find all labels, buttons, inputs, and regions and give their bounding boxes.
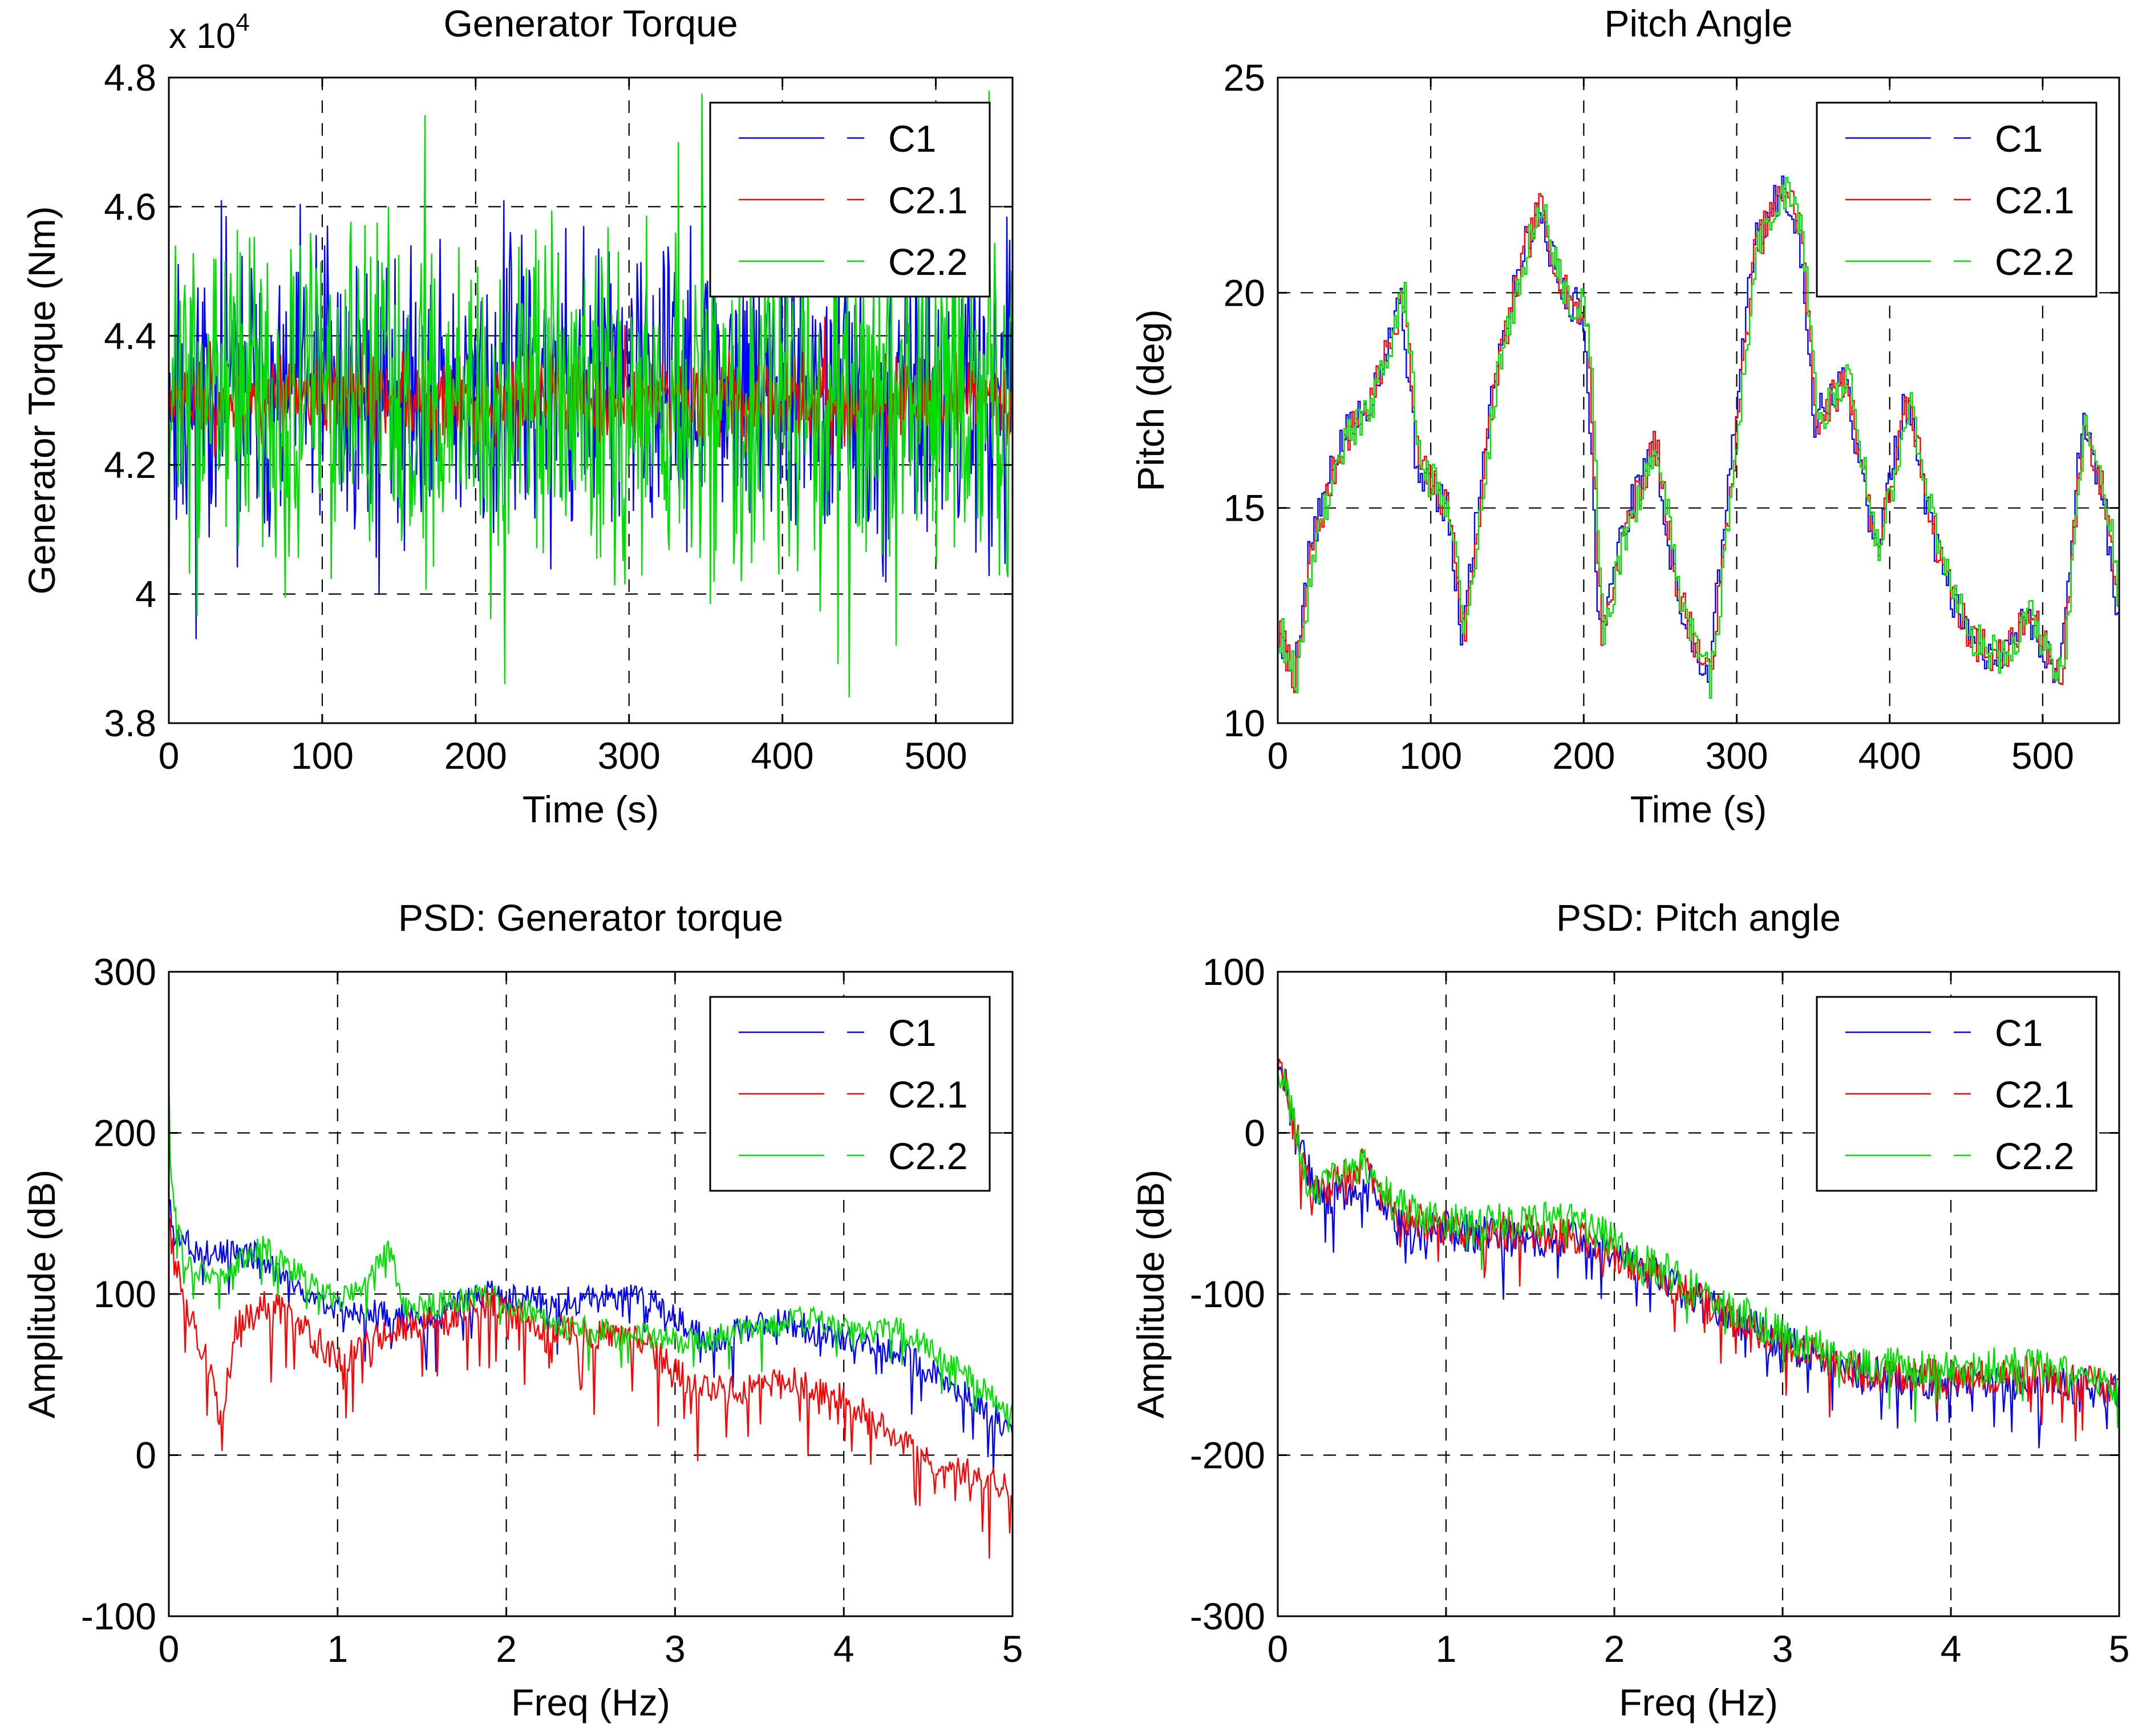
pitch-angle-axes-box [1277,76,2120,724]
psd-gen-torque-x-tick-label: 2 [496,1628,517,1670]
pitch-angle-legend: C1 C2.1 C2.2 [1816,102,2097,298]
gen-torque-y-exponent-label: x 104 [169,9,250,56]
psd-gen-torque-series-group [169,1075,1013,1559]
pitch-angle-legend-label: C1 [1995,117,2043,160]
gen-torque-x-tick-label: 200 [444,735,507,777]
gen-torque-y-axis-label: Generator Torque (Nm) [21,206,63,594]
psd-pitch-series-group [1278,1058,2119,1449]
psd-gen-torque-x-tick-label: 0 [159,1628,180,1670]
psd-pitch-y-tick-label: 0 [1244,1112,1265,1154]
psd-gen-torque-legend-label: C1 [888,1012,936,1054]
psd-gen-torque-x-tick-label: 4 [833,1628,855,1670]
psd-pitch-x-tick-label: 2 [1604,1628,1625,1670]
pitch-angle-y-axis-label: Pitch (deg) [1129,309,1172,491]
psd-pitch-x-tick-label: 1 [1436,1628,1457,1670]
pitch-angle-x-tick-label: 500 [2011,735,2074,777]
gen-torque-y-exponent-power: 4 [236,9,249,36]
psd-pitch-y-tick-label: 100 [1202,951,1265,993]
gen-torque-y-tick-label: 4.2 [104,444,156,486]
psd-gen-torque-y-axis-label: Amplitude (dB) [21,1170,63,1419]
gen-torque-title: Generator Torque [443,2,738,44]
gen-torque-x-tick-label: 300 [598,735,661,777]
psd-pitch-legend-label: C2.1 [1995,1073,2074,1116]
gen-torque-legend-label: C2.2 [888,241,967,283]
pitch-angle-series-c1 [1278,175,2119,692]
psd-pitch-legend: C1 C2.1 C2.2 [1816,996,2097,1192]
pitch-angle-x-tick-label: 100 [1399,735,1462,777]
gen-torque-x-tick-label: 500 [904,735,967,777]
gen-torque-legend-label: C1 [888,117,936,160]
pitch-angle-series-group [1278,175,2119,699]
psd-gen-torque-x-axis-label: Freq (Hz) [511,1681,670,1723]
psd-gen-torque-title: PSD: Generator torque [398,897,783,939]
gen-torque-series-c2-2 [169,90,1013,697]
gen-torque-x-tick-label: 400 [751,735,814,777]
psd-gen-torque-x-tick-label: 3 [665,1628,686,1670]
psd-pitch-y-tick-label: -100 [1190,1273,1265,1315]
psd-gen-torque-x-tick-label: 1 [327,1628,348,1670]
psd-pitch-y-axis-label: Amplitude (dB) [1129,1170,1172,1419]
pitch-angle-chart: 0 100 200 300 400 500 10 15 20 25 Pitch Angle Time … [1129,2,2120,830]
psd-pitch-y-tick-label: -200 [1190,1434,1265,1477]
psd-gen-torque-legend-label: C2.1 [888,1073,967,1116]
gen-torque-y-tick-label: 4.6 [104,185,156,228]
psd-pitch-x-axis-label: Freq (Hz) [1619,1681,1778,1723]
pitch-angle-legend-label: C2.1 [1995,179,2074,221]
gen-torque-y-tick-label: 4.4 [104,315,156,357]
psd-gen-torque-series-c2-2 [169,1075,1013,1433]
pitch-angle-legend-label: C2.2 [1995,241,2074,283]
psd-gen-torque-x-tick-label: 5 [1002,1628,1023,1670]
psd-pitch-legend-label: C2.2 [1995,1135,2074,1177]
psd-pitch-x-tick-label: 3 [1772,1628,1793,1670]
gen-torque-legend: C1 C2.1 C2.2 [709,102,991,298]
pitch-angle-y-tick-label: 20 [1224,271,1265,314]
gen-torque-legend-label: C2.1 [888,179,967,221]
psd-pitch-legend-label: C1 [1995,1012,2043,1054]
psd-gen-torque-y-tick-label: 100 [94,1273,156,1315]
psd-pitch-x-tick-label: 0 [1268,1628,1289,1670]
gen-torque-x-tick-label: 0 [159,735,180,777]
pitch-angle-y-tick-label: 25 [1224,56,1265,99]
psd-pitch-x-tick-label: 4 [1941,1628,1962,1670]
psd-gen-torque-y-tick-label: 0 [135,1434,156,1477]
pitch-angle-x-tick-label: 400 [1858,735,1921,777]
pitch-angle-y-tick-label: 15 [1224,487,1265,529]
pitch-angle-x-tick-label: 300 [1705,735,1768,777]
gen-torque-y-tick-label: 3.8 [104,702,156,744]
pitch-angle-x-axis-label: Time (s) [1630,788,1767,830]
psd-gen-torque-series-c1 [169,1199,1013,1473]
gen-torque-axes-box [168,76,1014,724]
pitch-angle-series-c2-2 [1278,177,2119,699]
gen-torque-chart: 0 100 200 300 400 500 3.8 4 4.2 4.4 4.6 4.8 Generato… [21,2,1014,830]
psd-gen-torque-y-tick-label: 200 [94,1112,156,1154]
gen-torque-x-tick-label: 100 [291,735,354,777]
psd-pitch-x-tick-label: 5 [2109,1628,2130,1670]
psd-gen-torque-legend: C1 C2.1 C2.2 [709,996,991,1192]
psd-pitch-chart: 0 1 2 3 4 5 -300 -200 -100 0 100 PSD: Pitch angle Fr… [1129,897,2129,1723]
gen-torque-y-tick-label: 4 [135,573,156,615]
gen-torque-x-axis-label: Time (s) [523,788,659,830]
psd-pitch-y-tick-label: -300 [1190,1595,1265,1637]
gen-torque-series-group [169,90,1013,697]
psd-pitch-title: PSD: Pitch angle [1556,897,1841,939]
pitch-angle-y-tick-label: 10 [1224,702,1265,744]
pitch-angle-x-tick-label: 200 [1552,735,1615,777]
psd-pitch-series-c2-2 [1278,1068,2119,1429]
psd-gen-torque-legend-label: C2.2 [888,1135,967,1177]
gen-torque-y-exponent-base: x 10 [169,17,236,56]
psd-gen-torque-y-tick-label: -100 [81,1595,156,1637]
pitch-angle-x-tick-label: 0 [1268,735,1289,777]
gen-torque-y-tick-label: 4.8 [104,56,156,99]
psd-gen-torque-y-tick-label: 300 [94,951,156,993]
pitch-angle-title: Pitch Angle [1604,2,1792,44]
